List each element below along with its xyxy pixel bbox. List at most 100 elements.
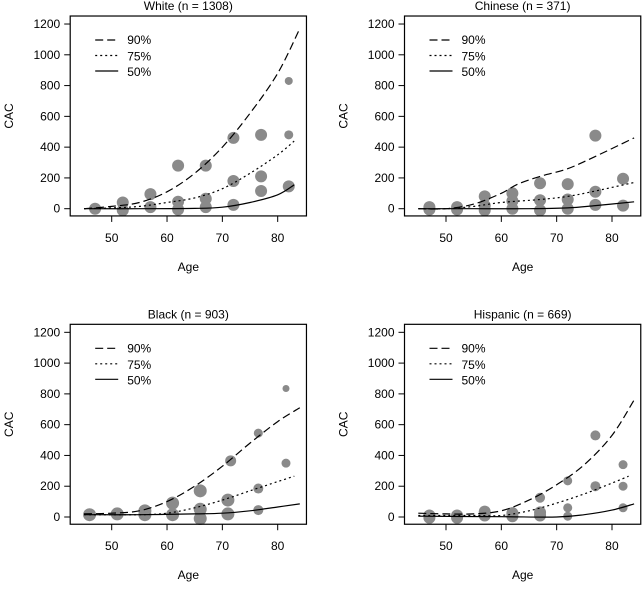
data-point — [478, 204, 491, 217]
data-point — [451, 511, 464, 524]
data-point — [172, 203, 185, 216]
data-point — [534, 177, 547, 190]
x-axis-label: Age — [178, 568, 200, 582]
legend-label: 90% — [462, 341, 486, 355]
data-point — [144, 201, 157, 214]
y-tick-label: 200 — [40, 171, 60, 185]
curve-90pct — [418, 399, 635, 515]
y-tick-label: 600 — [40, 418, 60, 432]
legend-label: 50% — [127, 65, 151, 79]
y-tick-label: 1000 — [33, 356, 60, 370]
x-tick-label: 50 — [105, 539, 119, 553]
data-point — [193, 484, 207, 498]
y-tick-label: 400 — [40, 448, 60, 462]
data-point — [534, 204, 547, 217]
data-point — [199, 192, 212, 205]
x-tick-label: 70 — [550, 231, 564, 245]
data-point — [478, 190, 491, 203]
y-tick-label: 1000 — [368, 48, 395, 62]
curve-50pct — [418, 201, 635, 210]
data-point — [423, 511, 436, 524]
panel-title: Chinese (n = 371) — [475, 0, 571, 13]
x-tick-label: 70 — [216, 231, 230, 245]
y-tick-label: 600 — [374, 418, 394, 432]
legend-label: 75% — [462, 358, 486, 372]
y-tick-label: 1000 — [33, 48, 60, 62]
y-tick-label: 0 — [54, 510, 61, 524]
x-tick-label: 50 — [439, 231, 453, 245]
x-tick-label: 80 — [605, 231, 619, 245]
y-tick-label: 600 — [374, 109, 394, 123]
data-point — [255, 128, 268, 141]
legend: 90% 75%50% — [95, 341, 152, 387]
x-axis-label: Age — [512, 260, 534, 274]
y-tick-label: 0 — [54, 202, 61, 216]
data-point — [617, 199, 630, 212]
data-point — [221, 507, 235, 521]
y-tick-label: 200 — [374, 479, 394, 493]
data-point — [561, 193, 574, 206]
data-point — [255, 185, 268, 198]
x-tick-label: 60 — [495, 539, 509, 553]
data-point — [282, 180, 295, 193]
y-tick-label: 1200 — [33, 17, 60, 31]
data-point — [534, 509, 547, 522]
data-point — [225, 455, 237, 467]
x-tick-label: 80 — [605, 539, 619, 553]
y-tick-label: 200 — [374, 171, 394, 185]
data-point — [561, 178, 574, 191]
plot-frame — [69, 323, 308, 525]
y-axis-label: CAC — [337, 411, 351, 437]
x-tick-label: 60 — [495, 231, 509, 245]
legend-label: 50% — [462, 373, 486, 387]
x-tick-label: 50 — [439, 539, 453, 553]
data-point — [144, 188, 157, 201]
data-point — [451, 203, 464, 216]
data-point — [534, 194, 547, 207]
curve-50pct — [418, 503, 635, 518]
y-tick-label: 600 — [40, 109, 60, 123]
data-point — [221, 493, 235, 507]
panel-title: Hispanic (n = 669) — [474, 307, 572, 321]
y-tick-label: 1000 — [368, 356, 395, 370]
legend-label: 75% — [127, 50, 151, 64]
curve-90pct — [83, 407, 301, 515]
y-tick-label: 800 — [374, 79, 394, 93]
y-axis-label: CAC — [2, 411, 16, 437]
legend-label: 90% — [127, 341, 151, 355]
panel-title: Black (n = 903) — [148, 307, 229, 321]
x-tick-label: 60 — [160, 231, 174, 245]
panel-white: White (n = 1308) 0 200 400 600 800 1000 1200 50 6… — [2, 0, 308, 274]
plot-frame — [69, 15, 308, 217]
data-point — [561, 202, 574, 215]
y-tick-label: 0 — [388, 510, 395, 524]
y-axis-label: CAC — [337, 103, 351, 129]
x-tick-label: 70 — [550, 539, 564, 553]
data-point — [172, 159, 185, 172]
x-tick-label: 80 — [271, 231, 285, 245]
legend-label: 90% — [462, 33, 486, 47]
legend-label: 50% — [462, 65, 486, 79]
data-point — [618, 460, 628, 470]
data-point — [590, 481, 601, 492]
curve-75pct — [418, 475, 629, 517]
curve-75pct — [83, 140, 295, 210]
legend: 90% 75%50% — [429, 33, 486, 79]
x-tick-label: 60 — [160, 539, 174, 553]
data-point — [227, 198, 240, 211]
data-point — [563, 503, 573, 513]
x-tick-label: 50 — [105, 231, 119, 245]
y-tick-label: 1200 — [368, 17, 395, 31]
data-point — [590, 430, 601, 441]
legend-label: 90% — [127, 33, 151, 47]
data-point — [281, 458, 291, 468]
data-point — [227, 174, 240, 187]
x-axis-label: Age — [512, 568, 534, 582]
data-point — [116, 204, 129, 217]
data-point — [199, 159, 212, 172]
curve-75pct — [83, 475, 295, 516]
data-point — [423, 203, 436, 216]
y-tick-label: 400 — [40, 140, 60, 154]
y-tick-label: 800 — [374, 387, 394, 401]
curve-90pct — [83, 28, 301, 210]
